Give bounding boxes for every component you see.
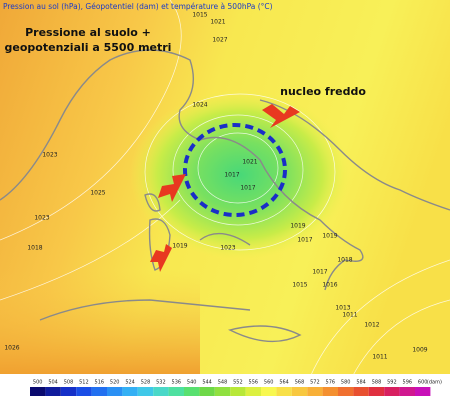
- colorbar-cell: [399, 387, 415, 396]
- warm-zone: [0, 270, 200, 375]
- colorbar-cell: [230, 387, 246, 396]
- colorbar-label: 520: [110, 380, 120, 386]
- cold-core-outline: [183, 123, 287, 217]
- colorbar-label: 512: [79, 380, 89, 386]
- colorbar-cell: [384, 387, 400, 396]
- isobar-label: 1023: [42, 152, 57, 159]
- colorbar-cell: [30, 387, 46, 396]
- isobar-label: 1024: [192, 102, 207, 109]
- colorbar-label: 568: [295, 380, 305, 386]
- colorbar-cell: [368, 387, 385, 396]
- isobar-label: 1011: [342, 312, 357, 319]
- colorbar-label: 536: [172, 380, 182, 386]
- colorbar-label: 524: [125, 380, 135, 386]
- colorbar-cell: [214, 387, 231, 396]
- colorbar-cell: [153, 387, 169, 396]
- isobar-label: 1019: [322, 233, 337, 240]
- colorbar-cell: [245, 387, 261, 396]
- isobar-label: 1021: [210, 19, 225, 26]
- colorbar-cell: [261, 387, 277, 396]
- title: Pression au sol (hPa), Géopotentiel (dam…: [3, 2, 273, 11]
- colorbar-label: 556: [249, 380, 259, 386]
- colorbar-label: 532: [156, 380, 166, 386]
- colorbar-cell: [322, 387, 338, 396]
- isobar-label: 1023: [34, 215, 49, 222]
- colorbar-label: 504: [48, 380, 58, 386]
- colorbar-label: 576: [326, 380, 336, 386]
- isobar-label: 1009: [412, 347, 427, 354]
- colorbar-cell: [291, 387, 308, 396]
- colorbar-label: 600: [418, 380, 428, 386]
- isobar-label: 1019: [172, 243, 187, 250]
- colorbar-label: 584: [356, 380, 366, 386]
- isobar-label: 1018: [27, 245, 42, 252]
- isobar-label: 1021: [242, 159, 257, 166]
- isobar-label: 1015: [292, 282, 307, 289]
- colorbar-cell: [184, 387, 200, 396]
- isobar-label: 1012: [364, 322, 379, 329]
- colorbar-cell: [76, 387, 92, 396]
- colorbar-cell: [353, 387, 369, 396]
- annotation: Pressione al suolo +: [25, 26, 151, 39]
- colorbar-label: 500: [33, 380, 43, 386]
- colorbar-cell: [276, 387, 292, 396]
- annotation: geopotenziali a 5500 metri: [5, 41, 172, 54]
- colorbar-cell: [60, 387, 77, 396]
- colorbar-cell: [137, 387, 154, 396]
- annotation: nucleo freddo: [280, 85, 366, 98]
- colorbar-label: 580: [341, 380, 351, 386]
- colorbar-cell: [415, 387, 431, 396]
- isobar-label: 1023: [220, 245, 235, 252]
- isobar-label: 1015: [192, 12, 207, 19]
- isobar-label: 1017: [224, 172, 239, 179]
- colorbar-cell: [122, 387, 138, 396]
- colorbar-cell: [199, 387, 215, 396]
- colorbar-unit: (dam): [427, 380, 442, 386]
- colorbar-label: 572: [310, 380, 320, 386]
- colorbar-label: 588: [372, 380, 382, 386]
- colorbar-label: 540: [187, 380, 197, 386]
- colorbar-label: 548: [218, 380, 228, 386]
- isobar-label: 1011: [372, 354, 387, 361]
- colorbar-label: 596: [403, 380, 413, 386]
- isobar-label: 1016: [322, 282, 337, 289]
- colorbar-label: 564: [279, 380, 289, 386]
- colorbar-label: 552: [233, 380, 243, 386]
- colorbar-cell: [307, 387, 323, 396]
- isobar-label: 1027: [212, 37, 227, 44]
- cold-zone: [130, 90, 350, 260]
- colorbar-cell: [45, 387, 61, 396]
- colorbar-cell: [168, 387, 184, 396]
- isobar-label: 1013: [335, 305, 350, 312]
- isobar-label: 1018: [337, 257, 352, 264]
- isobar-label: 1025: [90, 190, 105, 197]
- colorbar-label: 508: [64, 380, 74, 386]
- colorbar-label: 592: [387, 380, 397, 386]
- arrows: [150, 104, 300, 272]
- colorbar-label: 560: [264, 380, 274, 386]
- isobar-label: 1019: [290, 223, 305, 230]
- colorbar-cell: [107, 387, 123, 396]
- isobar-label: 1017: [240, 185, 255, 192]
- colorbar-label: 528: [141, 380, 151, 386]
- isobar-label: 1017: [312, 269, 327, 276]
- isobar-label: 1026: [4, 345, 19, 352]
- colorbar-cell: [338, 387, 354, 396]
- colorbar-label: 516: [95, 380, 105, 386]
- isobar-label: 1017: [297, 237, 312, 244]
- colorbar-label: 544: [202, 380, 212, 386]
- colorbar-cell: [91, 387, 107, 396]
